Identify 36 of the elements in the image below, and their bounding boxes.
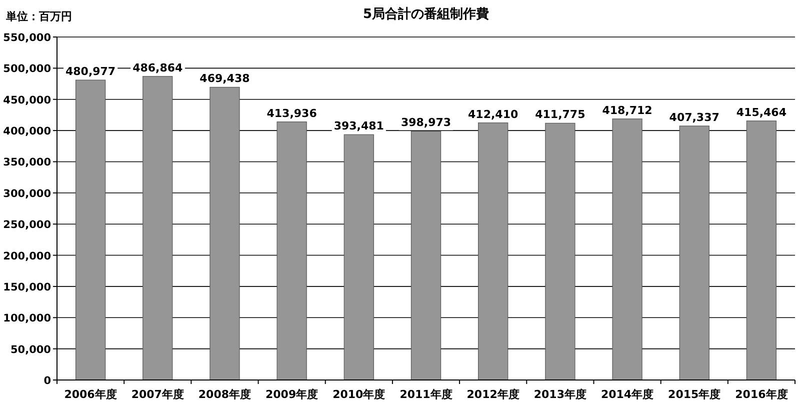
y-tick-label: 500,000 — [3, 63, 51, 76]
y-tick-label: 50,000 — [10, 344, 51, 356]
x-tick-label: 2007年度 — [131, 388, 184, 401]
x-tick-label: 2011年度 — [400, 388, 452, 401]
data-label: 412,410 — [468, 108, 518, 121]
x-tick-label: 2013年度 — [534, 388, 586, 401]
x-tick-label: 2006年度 — [64, 388, 117, 401]
x-tick-label: 2009年度 — [266, 388, 318, 401]
data-label: 469,438 — [200, 72, 250, 86]
data-label: 415,464 — [736, 106, 787, 119]
y-tick-label: 300,000 — [3, 188, 51, 200]
x-tick-label: 2014年度 — [600, 388, 654, 401]
y-tick-label: 150,000 — [3, 281, 51, 294]
y-tick-label: 200,000 — [3, 250, 51, 262]
y-tick-label: 350,000 — [3, 156, 51, 169]
x-tick-label: 2008年度 — [198, 388, 252, 401]
data-label: 418,712 — [602, 104, 652, 117]
data-label: 480,977 — [65, 65, 116, 78]
data-label: 398,973 — [400, 116, 452, 130]
title: 5局合計の番組制作費 — [362, 7, 490, 22]
y-tick-label: 400,000 — [3, 126, 51, 138]
y-tick-label: 550,000 — [3, 32, 51, 44]
x-tick-label: 2010年度 — [332, 388, 386, 401]
annotation: 単位：百万円 — [6, 10, 72, 23]
x-tick-label: 2016年度 — [735, 388, 788, 401]
data-label: 393,481 — [334, 120, 384, 133]
x-tick-label: 2012年度 — [466, 388, 520, 401]
data-label: 411,775 — [535, 108, 586, 122]
y-tick-label: 250,000 — [3, 219, 51, 232]
data-label: 486,864 — [132, 61, 184, 74]
data-label: 413,936 — [266, 106, 318, 120]
y-tick-label: 100,000 — [3, 312, 51, 325]
x-tick-label: 2015年度 — [668, 388, 721, 401]
y-tick-label: 0 — [44, 375, 51, 387]
data-label: 407,337 — [669, 110, 720, 124]
y-tick-label: 450,000 — [3, 94, 51, 106]
